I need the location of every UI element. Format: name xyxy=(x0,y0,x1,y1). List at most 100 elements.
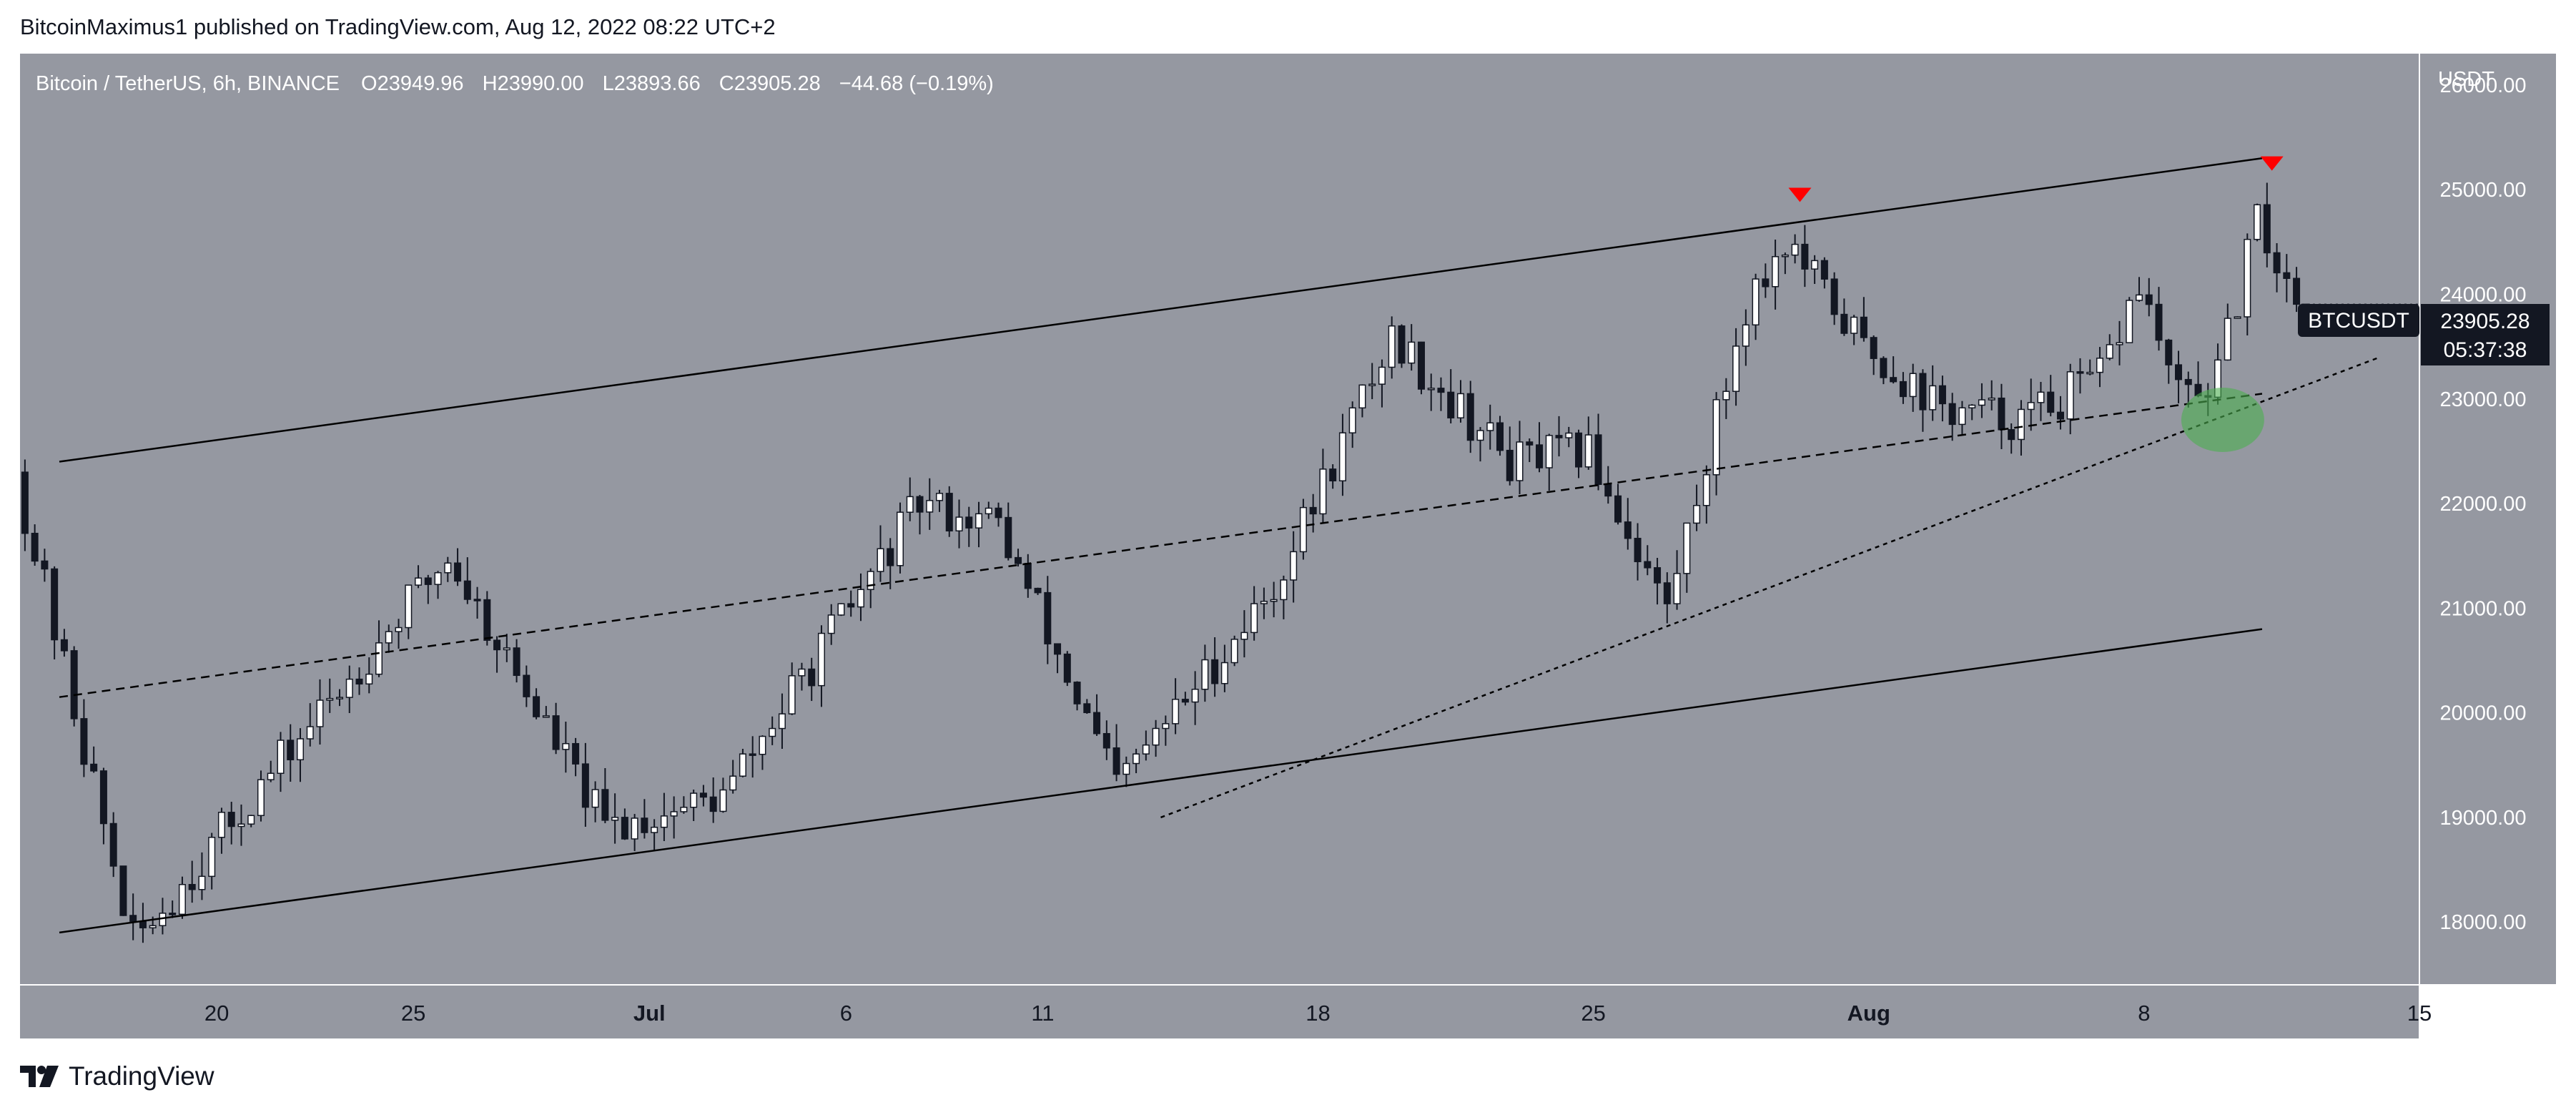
candle-down xyxy=(1024,563,1032,589)
candle-down xyxy=(1054,643,1062,655)
candle-up xyxy=(1929,385,1937,411)
candle-down xyxy=(2076,371,2084,374)
candle-up xyxy=(759,735,766,755)
x-tick-label: Jul xyxy=(633,1001,666,1026)
candle-up xyxy=(651,826,658,833)
candle-down xyxy=(1948,403,1956,426)
candle-down xyxy=(995,507,1002,519)
candle-down xyxy=(1801,243,1809,270)
candle-up xyxy=(1220,662,1228,684)
y-tick-label: 23000.00 xyxy=(2440,388,2527,411)
candle-up xyxy=(1299,506,1307,553)
candle-up xyxy=(1909,373,1917,398)
plot-area[interactable] xyxy=(20,54,2419,985)
candle-down xyxy=(483,599,491,641)
legend-high-value: 23990.00 xyxy=(498,72,584,95)
candle-up xyxy=(2116,342,2123,345)
candle-down xyxy=(1447,391,1455,418)
candle-up xyxy=(1752,278,1760,326)
candle-up xyxy=(690,792,698,808)
candle-down xyxy=(808,668,816,687)
candle-up xyxy=(1358,384,1366,409)
candle-up xyxy=(2096,358,2104,373)
candle-down xyxy=(1614,495,1622,523)
legend-close-label: C xyxy=(719,72,734,95)
legend-close-value: 23905.28 xyxy=(734,72,821,95)
candle-up xyxy=(1683,522,1691,574)
trendline-dashed[interactable] xyxy=(59,393,2263,698)
candle-down xyxy=(493,639,501,651)
candle-up xyxy=(1132,753,1140,765)
candle-down xyxy=(2047,391,2055,413)
candle-down xyxy=(41,560,49,570)
candle-down xyxy=(709,796,717,812)
candle-down xyxy=(129,915,137,922)
candle-down xyxy=(60,639,68,652)
candle-down xyxy=(1899,380,1907,398)
candle-up xyxy=(1722,391,1730,401)
candle-down xyxy=(552,715,560,750)
candle-down xyxy=(1575,432,1583,468)
candle-up xyxy=(1378,366,1386,385)
candle-up xyxy=(542,715,550,718)
candle-down xyxy=(80,718,88,765)
candle-up xyxy=(729,775,737,791)
candle-down xyxy=(2008,429,2015,441)
candle-up xyxy=(1811,260,1819,270)
candle-up xyxy=(1142,744,1150,755)
brand-label: TradingView xyxy=(69,1061,214,1091)
candle-up xyxy=(1388,325,1396,368)
candle-up xyxy=(562,742,570,750)
ticker-badge-bg xyxy=(2298,304,2419,337)
legend-change: −44.68 (−0.19%) xyxy=(839,72,994,95)
candle-up xyxy=(1319,468,1327,515)
tradingview-branding[interactable]: TradingView xyxy=(20,1060,214,1093)
candle-down xyxy=(1034,587,1042,594)
candle-up xyxy=(2254,204,2261,240)
candle-up xyxy=(444,562,452,574)
candle-down xyxy=(424,577,432,585)
candle-down xyxy=(1466,393,1474,441)
candle-down xyxy=(1015,556,1022,564)
candle-down xyxy=(513,647,520,677)
candle-up xyxy=(778,713,786,730)
last-price-badge: BTCUSDT 23905.28 05:37:38 xyxy=(2298,304,2550,365)
price-axis[interactable] xyxy=(2419,54,2556,985)
candle-up xyxy=(1427,388,1435,391)
price-badge-countdown: 05:37:38 xyxy=(2444,338,2527,362)
time-axis[interactable] xyxy=(20,985,2419,1038)
candle-up xyxy=(1988,397,1995,401)
y-tick-label: 18000.00 xyxy=(2440,911,2527,934)
candle-up xyxy=(1280,579,1288,601)
candle-down xyxy=(2155,303,2163,341)
candle-down xyxy=(1938,385,1946,405)
legend-symbol: Bitcoin / TetherUS, 6h, BINANCE xyxy=(36,72,340,95)
candle-up xyxy=(1742,324,1750,347)
candle-up xyxy=(906,496,914,513)
candle-up xyxy=(1250,603,1258,634)
trendline-dotted[interactable] xyxy=(1160,356,2381,819)
candle-up xyxy=(1191,688,1199,703)
x-tick-label: 15 xyxy=(2407,1001,2432,1026)
candle-up xyxy=(375,642,383,675)
candle-up xyxy=(1850,316,1858,334)
trendline-solid[interactable] xyxy=(59,628,2263,934)
candle-down xyxy=(169,913,177,915)
candle-up xyxy=(935,493,944,501)
legend-open-value: 23949.96 xyxy=(377,72,464,95)
candle-down xyxy=(1840,313,1848,334)
candle-up xyxy=(208,837,216,878)
candle-down xyxy=(1870,337,1877,359)
x-tick-label: 25 xyxy=(1581,1001,1605,1026)
candle-up xyxy=(769,727,776,737)
legend-low-label: L xyxy=(603,72,614,95)
candle-up xyxy=(1584,434,1592,468)
candle-down xyxy=(1005,516,1012,559)
candle-up xyxy=(237,823,245,827)
candle-down xyxy=(1083,703,1091,714)
candle-down xyxy=(2145,294,2153,305)
candle-up xyxy=(1260,601,1268,604)
trendline-solid[interactable] xyxy=(59,157,2263,463)
candle-up xyxy=(395,627,403,632)
